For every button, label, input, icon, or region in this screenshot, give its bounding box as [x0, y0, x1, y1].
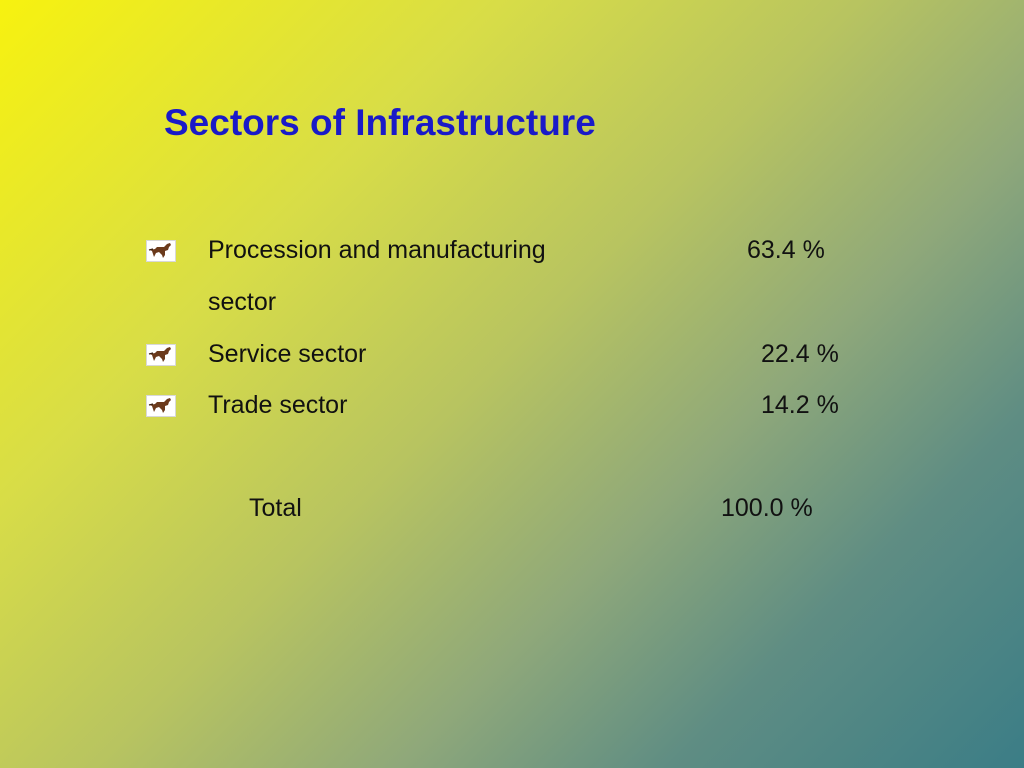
- list-item: Procession and manufacturing sector 63.4…: [0, 232, 1024, 316]
- item-label: Trade sector: [208, 391, 348, 419]
- item-value: 63.4 %: [747, 236, 825, 264]
- item-value: 22.4 %: [761, 340, 839, 368]
- horse-icon: [146, 240, 176, 262]
- horse-icon: [146, 344, 176, 366]
- total-row: Total 100.0 %: [0, 490, 1024, 530]
- list-item: Trade sector 14.2 %: [0, 387, 1024, 427]
- item-label: Procession and manufacturing: [208, 236, 546, 264]
- item-value: 14.2 %: [761, 391, 839, 419]
- total-label: Total: [249, 494, 302, 522]
- total-value: 100.0 %: [721, 494, 813, 522]
- slide-title: Sectors of Infrastructure: [164, 102, 596, 143]
- horse-icon: [146, 395, 176, 417]
- item-label-continued: sector: [208, 288, 277, 316]
- item-label: Service sector: [208, 340, 367, 368]
- list-item: Service sector 22.4 %: [0, 336, 1024, 376]
